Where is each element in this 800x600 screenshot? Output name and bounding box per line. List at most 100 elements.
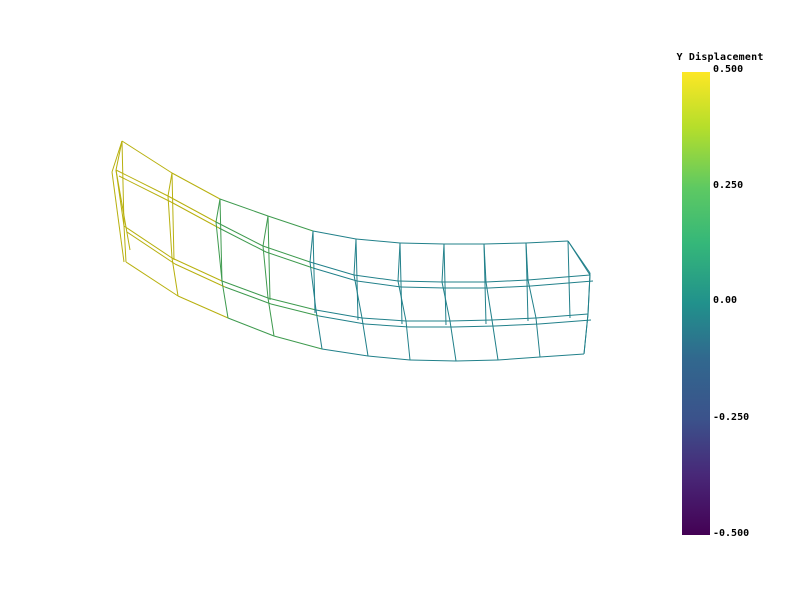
- mesh-longitudinal-edge: [171, 172, 221, 200]
- mesh-section-edge: [221, 280, 229, 319]
- mesh-section-edge: [267, 215, 271, 301]
- mesh-longitudinal-edge: [315, 309, 363, 319]
- mesh-longitudinal-edge: [399, 242, 445, 245]
- mesh-longitudinal-edge: [174, 263, 226, 288]
- mesh-longitudinal-edge: [400, 286, 446, 289]
- mesh-longitudinal-edge: [527, 274, 591, 281]
- mesh-longitudinal-edge: [538, 319, 592, 325]
- mesh-longitudinal-edge: [367, 355, 411, 361]
- mesh-longitudinal-edge: [270, 303, 320, 317]
- mesh-section-edge: [267, 297, 275, 337]
- mesh-section-edge: [167, 172, 173, 197]
- mesh-longitudinal-edge: [491, 317, 537, 321]
- mesh-longitudinal-edge: [118, 175, 172, 203]
- wireframe-beam-mesh: [111, 140, 594, 362]
- mesh-section-edge: [315, 309, 323, 350]
- mesh-longitudinal-edge: [530, 280, 594, 287]
- mesh-section-edge: [525, 242, 529, 322]
- mesh-longitudinal-edge: [397, 280, 443, 283]
- mesh-longitudinal-edge: [273, 335, 323, 350]
- mesh-longitudinal-edge: [123, 225, 173, 259]
- mesh-longitudinal-edge: [488, 285, 532, 289]
- mesh-section-edge: [535, 317, 541, 358]
- mesh-longitudinal-edge: [494, 323, 540, 327]
- color-scalar-bar: [682, 72, 710, 535]
- mesh-section-edge: [483, 243, 487, 325]
- scalar-bar-tick-label: 0.250: [713, 180, 744, 191]
- mesh-section-edge: [309, 230, 314, 263]
- mesh-longitudinal-edge: [355, 238, 401, 244]
- mesh-longitudinal-edge: [452, 325, 496, 328]
- mesh-longitudinal-edge: [497, 356, 541, 361]
- mesh-base-edge: [583, 313, 589, 355]
- mesh-longitudinal-edge: [364, 323, 410, 328]
- scalar-bar-tick-label: 0.00: [713, 295, 738, 306]
- mesh-section-edge: [449, 320, 457, 362]
- scalar-bar-tick-label: 0.500: [713, 64, 744, 75]
- mesh-section-edge: [262, 215, 269, 247]
- mesh-section-edge: [485, 281, 493, 321]
- mesh-longitudinal-edge: [361, 317, 407, 322]
- mesh-longitudinal-edge: [485, 279, 529, 283]
- mesh-longitudinal-edge: [219, 198, 269, 217]
- mesh-longitudinal-edge: [224, 286, 272, 305]
- mesh-longitudinal-edge: [318, 315, 366, 325]
- mesh-section-edge: [312, 230, 316, 314]
- mesh-longitudinal-edge: [115, 169, 169, 197]
- mesh-longitudinal-edge: [177, 295, 229, 319]
- mesh-longitudinal-edge: [539, 353, 585, 358]
- mesh-longitudinal-edge: [483, 242, 527, 245]
- scalar-bar-tick-label: -0.500: [713, 528, 750, 539]
- mesh-longitudinal-edge: [309, 261, 355, 276]
- mesh-longitudinal-edge: [321, 348, 369, 357]
- mesh-base-edge: [567, 240, 591, 274]
- mesh-longitudinal-edge: [312, 230, 357, 240]
- mesh-section-edge: [167, 195, 173, 259]
- mesh-section-edge: [355, 238, 359, 321]
- mesh-section-edge: [353, 274, 363, 319]
- mesh-section-edge: [405, 320, 411, 361]
- mesh-longitudinal-edge: [353, 274, 399, 282]
- mesh-tip-edge: [111, 140, 123, 173]
- mesh-section-edge: [215, 221, 223, 282]
- mesh-longitudinal-edge: [167, 195, 217, 223]
- mesh-longitudinal-edge: [125, 261, 179, 297]
- mesh-longitudinal-edge: [215, 221, 264, 247]
- scalar-bar-tick-label: -0.250: [713, 412, 750, 423]
- mesh-longitudinal-edge: [409, 359, 457, 362]
- mesh-longitudinal-edge: [121, 140, 173, 174]
- mesh-section-edge: [115, 140, 123, 171]
- mesh-longitudinal-edge: [170, 201, 220, 229]
- mesh-longitudinal-edge: [126, 231, 176, 265]
- mesh-section-edge: [262, 245, 269, 299]
- mesh-section-edge: [399, 242, 403, 325]
- mesh-longitudinal-edge: [455, 359, 499, 362]
- mesh-longitudinal-edge: [218, 227, 267, 253]
- mesh-longitudinal-edge: [265, 251, 314, 269]
- mesh-section-edge: [215, 198, 221, 223]
- mesh-section-edge: [443, 243, 447, 326]
- mesh-longitudinal-edge: [525, 240, 569, 244]
- mesh-longitudinal-edge: [227, 317, 275, 337]
- mesh-longitudinal-edge: [449, 319, 493, 322]
- mesh-tip-edge: [115, 169, 131, 251]
- mesh-section-edge: [171, 257, 179, 297]
- mesh-longitudinal-edge: [356, 280, 402, 288]
- mesh-section-edge: [219, 198, 223, 283]
- mesh-section-edge: [441, 281, 451, 322]
- mesh-base-edge: [587, 272, 591, 315]
- mesh-longitudinal-edge: [171, 257, 223, 282]
- mesh-section-edge: [123, 225, 127, 263]
- mesh-section-edge: [171, 172, 175, 261]
- mesh-tip-edge: [111, 171, 125, 263]
- mesh-section-edge: [567, 240, 571, 319]
- mesh-longitudinal-edge: [267, 297, 317, 311]
- mesh-section-edge: [397, 280, 407, 322]
- mesh-longitudinal-edge: [262, 245, 311, 263]
- scalar-bar-title: Y Displacement: [676, 52, 764, 63]
- mesh-section-edge: [491, 319, 499, 361]
- mesh-section-edge: [527, 279, 537, 319]
- mesh-longitudinal-edge: [312, 267, 358, 282]
- mesh-longitudinal-edge: [267, 215, 314, 232]
